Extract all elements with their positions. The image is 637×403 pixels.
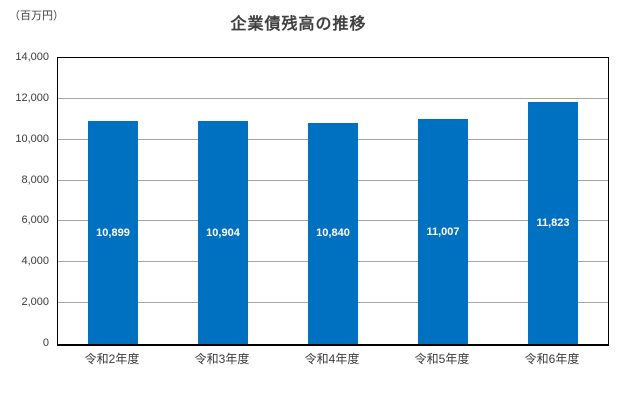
x-axis-category-label: 令和4年度 [304, 352, 360, 366]
y-axis-tick-label: 2,000 [21, 296, 49, 309]
bar-data-label: 10,904 [206, 226, 240, 239]
x-axis-category-label: 令和6年度 [524, 352, 580, 366]
y-axis-unit-label: （百万円） [9, 10, 64, 22]
y-axis-tick-label: 8,000 [21, 173, 49, 186]
y-axis-tick-label: 0 [42, 337, 49, 349]
bar-令和2年度: 10,899 [88, 121, 138, 344]
plot-area: 10,899 10,904 10,840 11,007 11,823 [57, 57, 609, 346]
bar-令和6年度: 11,823 [528, 102, 578, 344]
x-axis-category-label: 令和5年度 [414, 352, 470, 366]
y-axis-tick-label: 6,000 [21, 214, 49, 227]
bar-data-label: 10,840 [316, 227, 350, 240]
chart-title: 企業債残高の推移 [230, 16, 367, 33]
bar-令和3年度: 10,904 [198, 121, 248, 344]
bar-data-label: 11,823 [536, 217, 570, 230]
bar-令和4年度: 10,840 [308, 122, 358, 344]
x-axis-category-label: 令和3年度 [194, 352, 250, 366]
y-axis-tick-label: 10,000 [15, 132, 49, 145]
bar-data-label: 10,899 [96, 226, 130, 239]
gridline [58, 97, 608, 99]
y-axis-tick-label: 12,000 [15, 91, 49, 104]
y-axis: 0 2,000 4,000 6,000 8,000 10,000 12,000 14,000 [0, 51, 49, 349]
y-axis-tick-label: 4,000 [21, 255, 49, 268]
bar-令和5年度: 11,007 [418, 119, 468, 344]
x-axis: 令和2年度 令和3年度 令和4年度 令和5年度 令和6年度 [57, 350, 607, 370]
bar-data-label: 11,007 [426, 225, 460, 238]
y-axis-tick-label: 14,000 [15, 51, 49, 63]
x-axis-category-label: 令和2年度 [84, 352, 140, 366]
